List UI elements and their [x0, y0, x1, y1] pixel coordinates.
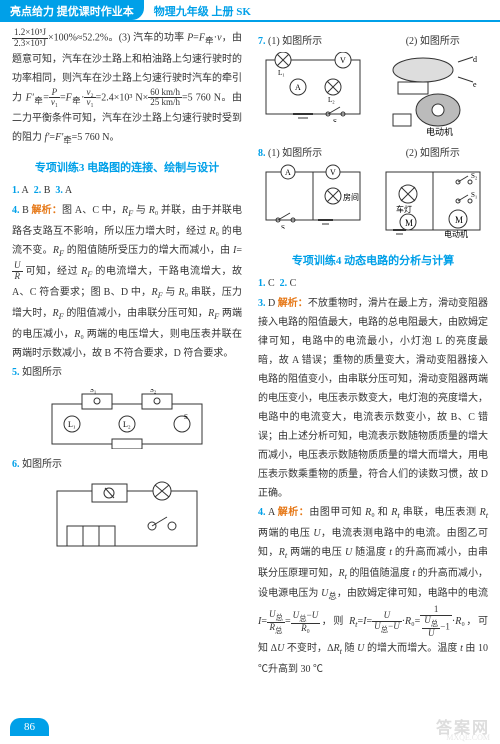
right-column: 7. (1) 如图所示 L₁ V A L₂	[250, 28, 488, 679]
answer-r-4: 4. A 解析：由图甲可知 R₀ 和 Rt 串联，电压表测 Rt 两端的电压 U…	[258, 503, 488, 679]
diagram-8-1: A V 房间 S	[258, 164, 368, 229]
q7-row: 7. (1) 如图所示 L₁ V A L₂	[258, 32, 488, 140]
svg-text:L₂: L₂	[328, 96, 335, 104]
diagram-7-1: L₁ V A L₂ S	[258, 52, 368, 122]
left-column: 1.2×10⁵J2.3×10⁵J×100%≈52.2%。(3) 汽车的功率 P=…	[12, 28, 250, 679]
svg-text:L₁: L₁	[68, 420, 76, 429]
answer-6: 6. 如图所示	[12, 455, 242, 475]
page-number: 86	[10, 718, 49, 736]
answer-r-3: 3. D 解析：不放重物时，滑片在最上方，滑动变阻器接入电路的阻值最大，电路的总…	[258, 294, 488, 503]
svg-text:电动机: 电动机	[444, 229, 468, 239]
svg-text:V: V	[330, 168, 336, 177]
svg-text:A: A	[285, 168, 291, 177]
answer-r3-text: 不放重物时，滑片在最上方，滑动变阻器接入电路的阻值最大，电路的总电阻最大，由欧姆…	[258, 298, 488, 499]
answers-1-3: 1. A 2. B 3. A	[12, 181, 242, 201]
diagram-7-2: d e 电动机	[378, 52, 488, 137]
svg-text:M: M	[405, 218, 413, 228]
svg-text:电动机: 电动机	[426, 126, 453, 137]
answer-4-text: 图 A、C 中，RF 与 R₀ 并联，由于并联电路各支路互不影响，所以压力增大时…	[12, 205, 242, 359]
diagram-6	[12, 481, 242, 551]
svg-text:S: S	[333, 118, 337, 122]
answer-r4-text: 由图甲可知 R₀ 和 Rt 串联，电压表测 Rt 两端的电压 U，电流表测电路中…	[258, 507, 488, 675]
svg-text:L₂: L₂	[123, 420, 131, 429]
svg-text:车灯: 车灯	[396, 204, 412, 214]
svg-text:M: M	[455, 215, 463, 225]
answer-5: 5. 如图所示	[12, 363, 242, 383]
svg-text:S: S	[281, 224, 285, 229]
q8-row: 8. (1) 如图所示 A V 房间 S	[258, 144, 488, 242]
svg-text:房间: 房间	[343, 192, 359, 202]
svg-text:S₁: S₁	[471, 191, 477, 199]
svg-text:S₂: S₂	[150, 389, 157, 394]
answers-r-1-2: 1. C 2. C	[258, 274, 488, 294]
section3-title: 专项训练3 电路图的连接、绘制与设计	[12, 159, 242, 175]
svg-text:S₂: S₂	[471, 172, 478, 180]
svg-text:V: V	[340, 56, 346, 65]
content-area: 1.2×10⁵J2.3×10⁵J×100%≈52.2%。(3) 汽车的功率 P=…	[0, 22, 500, 679]
diagram-5: S₁ S₂ L₁ L₂ S	[12, 389, 242, 449]
diagram-8-2: S₂ 车灯 S₁ M M 电动机	[378, 164, 488, 239]
svg-text:L₁: L₁	[278, 69, 285, 77]
watermark-url: MXQE.COM	[446, 733, 490, 742]
svg-text:S₁: S₁	[90, 389, 96, 394]
answer-4: 4. B 解析：图 A、C 中，RF 与 R₀ 并联，由于并联电路各支路互不影响…	[12, 201, 242, 363]
svg-text:A: A	[295, 83, 301, 92]
svg-text:e: e	[473, 80, 477, 89]
header-title-left: 亮点给力 提优课时作业本	[0, 0, 144, 20]
header-title-right: 物理九年级 上册 SK	[144, 0, 261, 20]
top-paragraph: 1.2×10⁵J2.3×10⁵J×100%≈52.2%。(3) 汽车的功率 P=…	[12, 28, 242, 149]
section4-title: 专项训练4 动态电路的分析与计算	[258, 252, 488, 268]
svg-text:d: d	[473, 55, 477, 64]
page-header: 亮点给力 提优课时作业本 物理九年级 上册 SK	[0, 0, 500, 22]
svg-text:S: S	[184, 413, 188, 421]
